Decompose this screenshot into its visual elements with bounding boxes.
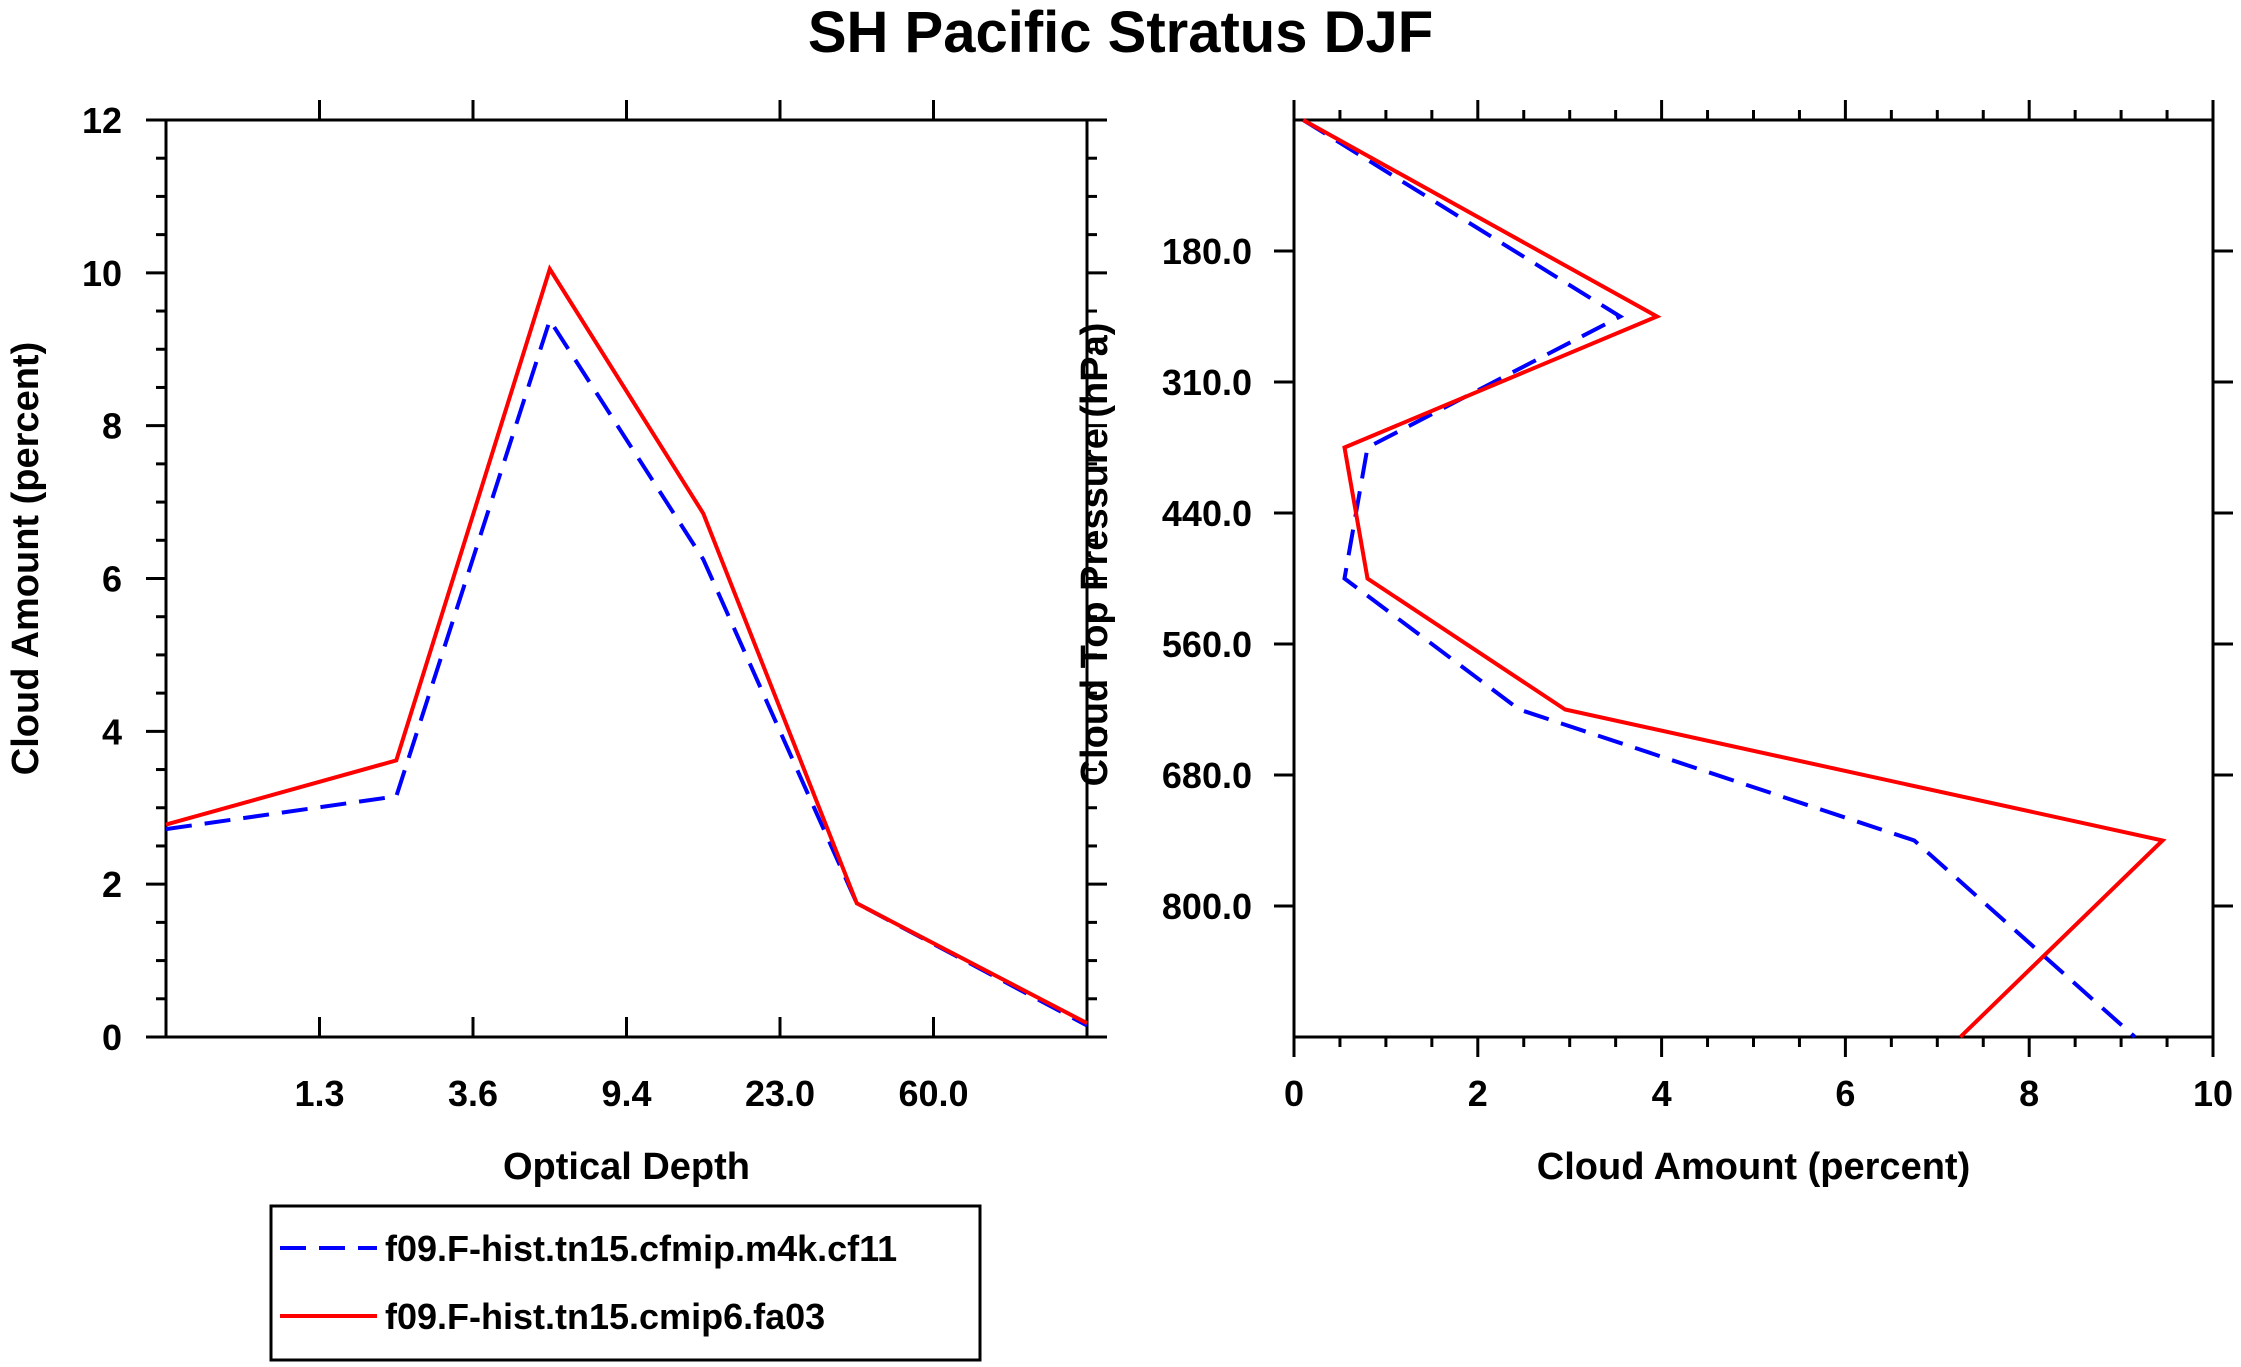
left-x-tick-label: 9.4 [601, 1073, 651, 1114]
right-y-tick-label: 680.0 [1162, 755, 1252, 796]
left-y-tick-label: 2 [102, 864, 122, 905]
legend-label: f09.F-hist.tn15.cmip6.fa03 [385, 1296, 825, 1337]
right-plot-frame [1292, 118, 2215, 1039]
right-y-tick-label: 180.0 [1162, 231, 1252, 272]
left-x-tick-label: 1.3 [294, 1073, 344, 1114]
right-x-tick-label: 10 [2193, 1073, 2233, 1114]
right-y-axis-title: Cloud Top Pressure (hPa) [1074, 323, 1116, 787]
left-y-axis-title: Cloud Amount (percent) [5, 342, 47, 775]
legend-label: f09.F-hist.tn15.cfmip.m4k.cf11 [385, 1228, 897, 1269]
left-y-tick-label: 8 [102, 406, 122, 447]
left-x-axis-title: Optical Depth [503, 1146, 750, 1188]
left-plot-frame [164, 118, 1089, 1039]
right-panel: 0 2 4 6 8 10 180.0 310.0 440.0 560.0 680.0 800.0 Clo… [1074, 100, 2233, 1188]
right-y-tick-label: 440.0 [1162, 493, 1252, 534]
left-x-tick-label: 3.6 [448, 1073, 498, 1114]
right-y-tick-label: 310.0 [1162, 362, 1252, 403]
right-x-tick-label: 6 [1835, 1073, 1855, 1114]
right-series-line-1 [1302, 118, 2167, 1039]
left-y-tick-label: 10 [82, 253, 122, 294]
right-x-axis-title: Cloud Amount (percent) [1537, 1146, 1970, 1188]
figure-title: SH Pacific Stratus DJF [807, 0, 1434, 65]
left-panel: 0 2 4 6 8 10 12 1.3 3.6 9.4 23.0 60.0 Optical Depth C… [5, 100, 1107, 1188]
right-y-tick-label: 800.0 [1162, 886, 1252, 927]
left-y-tick-label: 6 [102, 559, 122, 600]
left-x-tick-label: 23.0 [745, 1073, 815, 1114]
left-series-line-1 [165, 264, 1088, 1025]
right-x-tick-label: 0 [1284, 1073, 1304, 1114]
legend-box [269, 1204, 982, 1362]
legend: f09.F-hist.tn15.cfmip.m4k.cf11 f09.F-hist… [269, 1204, 982, 1362]
left-y-tick-label: 12 [82, 100, 122, 141]
right-y-tick-label: 560.0 [1162, 624, 1252, 665]
right-x-tick-label: 2 [1468, 1073, 1488, 1114]
left-series-line-0 [165, 315, 1088, 1028]
left-y-tick-label: 0 [102, 1017, 122, 1058]
right-x-tick-label: 4 [1652, 1073, 1672, 1114]
left-x-tick-label: 60.0 [898, 1073, 968, 1114]
right-x-tick-label: 8 [2019, 1073, 2039, 1114]
left-y-tick-label: 4 [102, 711, 122, 752]
right-series-line-0 [1302, 118, 2137, 1039]
